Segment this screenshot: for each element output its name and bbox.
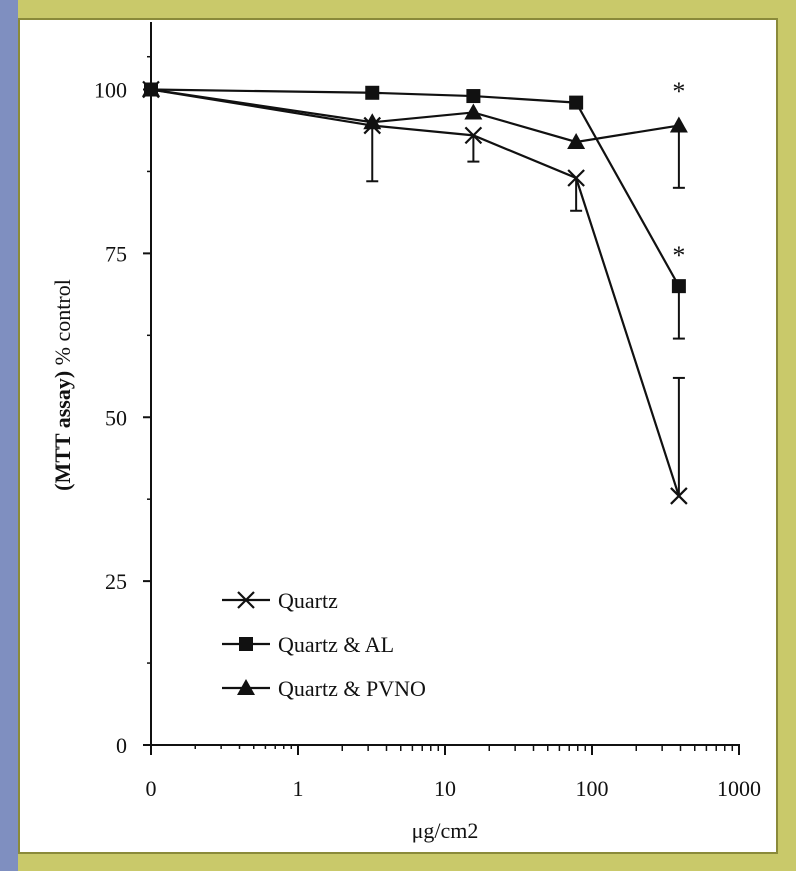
marker-square [466, 89, 480, 103]
y-tick-label: 100 [94, 78, 127, 103]
x-tick-label: 10 [434, 776, 456, 801]
marker-square [672, 279, 686, 293]
series-markers [142, 81, 688, 504]
series-lines [151, 90, 679, 496]
x-tick-label: 1000 [717, 776, 761, 801]
error-bars [366, 122, 685, 496]
significance-asterisk: * [672, 241, 685, 270]
legend: Quartz Quartz & AL Quartz & PVNO [222, 588, 426, 701]
series-line-triangle [151, 90, 679, 142]
y-tick-label: 0 [116, 733, 127, 758]
x-tick-label: 1 [293, 776, 304, 801]
marker-square [365, 86, 379, 100]
y-axis-label: (MTT assay) % control [50, 279, 75, 491]
marker-square [239, 637, 253, 651]
series-line-x [151, 90, 679, 496]
y-tick-label: 75 [105, 241, 127, 266]
x-axis-label: μg/cm2 [412, 818, 479, 843]
y-tick-label: 50 [105, 405, 127, 430]
legend-label: Quartz [278, 588, 338, 613]
marker-triangle [670, 117, 688, 133]
y-tick-label: 25 [105, 569, 127, 594]
y-label-assay: (MTT assay) [50, 365, 75, 491]
legend-label: Quartz & PVNO [278, 676, 426, 701]
x-tick-label: 0 [146, 776, 157, 801]
legend-label: Quartz & AL [278, 632, 394, 657]
significance-asterisk: * [672, 77, 685, 106]
x-tick-label: 100 [576, 776, 609, 801]
y-label-unit: % control [50, 279, 75, 365]
marker-square [569, 96, 583, 110]
marker-triangle [464, 103, 482, 119]
